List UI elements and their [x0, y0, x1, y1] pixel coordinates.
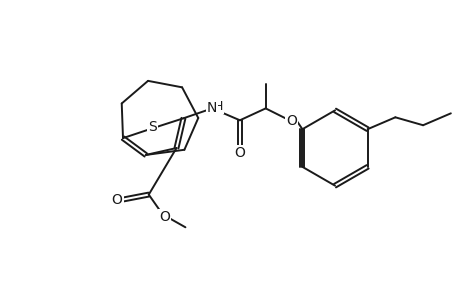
Text: S: S — [148, 120, 157, 134]
Text: O: O — [112, 193, 122, 206]
Text: O: O — [159, 210, 170, 224]
Text: O: O — [234, 146, 245, 160]
Text: N: N — [207, 101, 217, 116]
Text: H: H — [213, 100, 222, 113]
Text: O: O — [285, 114, 296, 128]
